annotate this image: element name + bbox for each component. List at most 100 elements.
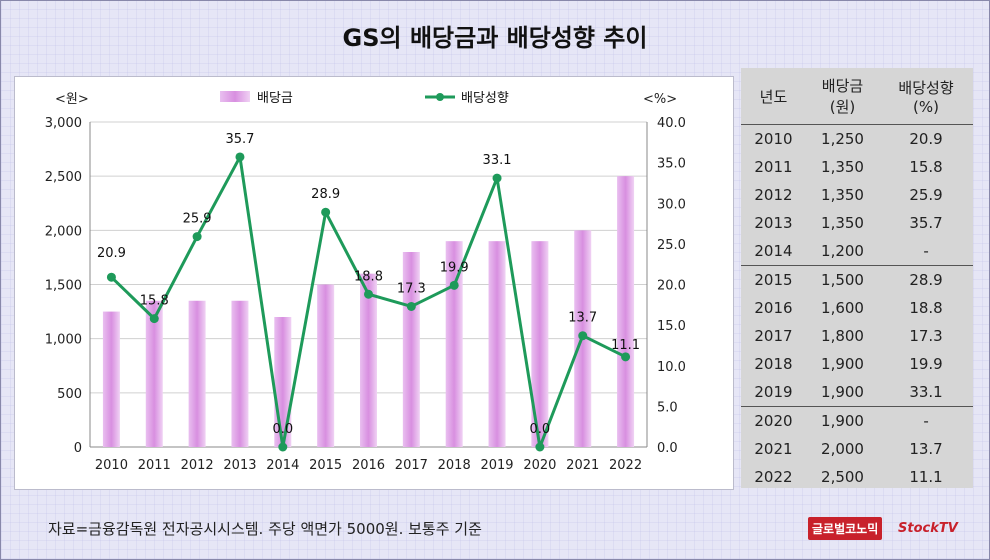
y-left-tick-label: 3,000 — [45, 116, 82, 131]
table-cell: 11.1 — [909, 468, 943, 486]
y-right-tick-label: 25.0 — [657, 238, 686, 253]
bar-dividend — [102, 311, 120, 447]
table-cell: 2017 — [754, 327, 793, 345]
table-row: 2010 1,250 20.9 — [741, 124, 973, 153]
payout-ratio-label: 0.0 — [272, 422, 293, 437]
y-right-tick-label: 5.0 — [657, 400, 678, 415]
payout-ratio-label: 33.1 — [483, 153, 512, 168]
x-tick-label: 2017 — [395, 458, 428, 473]
table-cell: 2011 — [754, 158, 793, 176]
table-cell: 2,000 — [821, 440, 864, 458]
x-tick-label: 2021 — [566, 458, 599, 473]
x-tick-label: 2015 — [309, 458, 342, 473]
chart-panel: 0 500 1,000 1,500 2,000 2,500 3,000 0.0 5.0 10.0 1… — [14, 76, 734, 490]
y-right-tick-label: 30.0 — [657, 197, 686, 212]
payout-ratio-label: 17.3 — [397, 281, 426, 296]
table-cell: 1,600 — [821, 299, 864, 317]
payout-ratio-point — [535, 442, 545, 452]
stocktv-logo: StockTV — [898, 517, 958, 539]
table-header-text: 배당금 — [821, 77, 864, 95]
table-header-cell: 년도 — [741, 68, 806, 125]
table-cell: 1,250 — [805, 124, 880, 153]
table-row: 2021 2,000 13.7 — [741, 435, 973, 463]
table-cell: 17.3 — [909, 327, 943, 345]
y-right-tick-label: 15.0 — [657, 319, 686, 334]
x-tick-label: 2020 — [523, 458, 556, 473]
table-row: 2019 1,900 33.1 — [741, 378, 973, 407]
y-left-tick-label: 0 — [74, 441, 82, 456]
table-cell: 2,500 — [821, 468, 864, 486]
table-cell: 28.9 — [879, 265, 973, 294]
payout-ratio-point — [192, 232, 202, 242]
payout-ratio-label: 20.9 — [97, 246, 126, 261]
source-note: 자료=금융감독원 전자공시시스템. 주당 액면가 5000원. 보통주 기준 — [48, 520, 482, 538]
y-left-tick-label: 1,000 — [45, 333, 82, 348]
legend-bar-label: 배당금 — [257, 91, 293, 106]
table-cell: 2018 — [754, 355, 793, 373]
table-cell: 2021 — [754, 440, 793, 458]
x-tick-label: 2016 — [352, 458, 385, 473]
table-cell: 2015 — [741, 265, 806, 294]
table-cell: 2012 — [754, 186, 793, 204]
legend-line-label: 배당성향 — [461, 91, 509, 106]
x-tick-label: 2019 — [480, 458, 513, 473]
data-table: 년도 배당금 (원) 배당성향 (%) 2010 1,250 20.9 2011 1,350 15.… — [741, 68, 973, 491]
y-left-tick-label: 500 — [57, 387, 82, 402]
payout-ratio-point — [106, 272, 116, 282]
table-row: 2020 1,900- — [741, 406, 973, 435]
bar-dividend — [488, 241, 506, 447]
payout-ratio-point — [149, 314, 159, 324]
table-cell: 1,350 — [821, 158, 864, 176]
table-cell: - — [923, 242, 929, 260]
combo-chart: 0 500 1,000 1,500 2,000 2,500 3,000 0.0 5.0 10.0 1… — [45, 91, 686, 473]
table-header-cell: 배당성향 (%) — [879, 68, 973, 125]
table-cell: 33.1 — [909, 383, 943, 401]
x-tick-label: 2014 — [266, 458, 299, 473]
payout-ratio-point — [621, 352, 631, 362]
table-cell: 13.7 — [909, 440, 943, 458]
bar-dividend — [531, 241, 549, 447]
table-cell: 1,350 — [821, 186, 864, 204]
table-row: 2011 1,350 15.8 — [741, 153, 973, 181]
table-cell: 20.9 — [879, 124, 973, 153]
table-header-row: 년도 배당금 (원) 배당성향 (%) — [741, 68, 973, 125]
legend-bar-swatch — [220, 91, 250, 102]
table-row: 2013 1,350 35.7 — [741, 209, 973, 237]
logo-text-1: 글로벌코노믹 — [808, 516, 883, 540]
payout-ratio-label: 15.8 — [140, 294, 169, 309]
x-tick-label: 2013 — [223, 458, 256, 473]
table-cell: 2016 — [754, 299, 793, 317]
bar-dividend — [231, 300, 249, 447]
table-header-cell: 배당금 (원) — [806, 68, 879, 125]
payout-ratio-label: 25.9 — [183, 212, 212, 227]
table-cell: 1,900 — [805, 406, 880, 435]
y-right-tick-label: 40.0 — [657, 116, 686, 131]
y-right-unit: <%> — [643, 92, 677, 107]
x-tick-label: 2012 — [181, 458, 214, 473]
table-cell: 19.9 — [909, 355, 943, 373]
table-row: 2022 2,500 11.1 — [741, 463, 973, 491]
legend-line-marker — [436, 93, 444, 101]
table-header-text: 년도 — [759, 87, 788, 106]
payout-ratio-point — [321, 207, 331, 217]
table-row: 2012 1,350 25.9 — [741, 181, 973, 209]
table-header-text: 배당성향 — [898, 78, 954, 97]
data-table-panel: 년도 배당금 (원) 배당성향 (%) 2010 1,250 20.9 2011 1,350 15.… — [741, 68, 973, 488]
table-row: 2016 1,600 18.8 — [741, 294, 973, 322]
y-left-tick-label: 2,000 — [45, 224, 82, 239]
payout-ratio-point — [449, 280, 459, 290]
payout-ratio-point — [235, 152, 245, 162]
bar-dividend — [145, 300, 163, 447]
table-cell: 1,200 — [821, 242, 864, 260]
table-cell: 2020 — [741, 406, 806, 435]
payout-ratio-label: 35.7 — [225, 132, 254, 147]
table-cell: 2014 — [754, 242, 793, 260]
payout-ratio-point — [578, 331, 588, 341]
y-left-tick-label: 1,500 — [45, 279, 82, 294]
payout-ratio-label: 18.8 — [354, 269, 383, 284]
payout-ratio-point — [406, 301, 416, 311]
table-cell: 1,500 — [805, 265, 880, 294]
table-cell: 2010 — [741, 124, 806, 153]
y-left-unit: <원> — [55, 92, 89, 107]
table-row: 2017 1,800 17.3 — [741, 322, 973, 350]
